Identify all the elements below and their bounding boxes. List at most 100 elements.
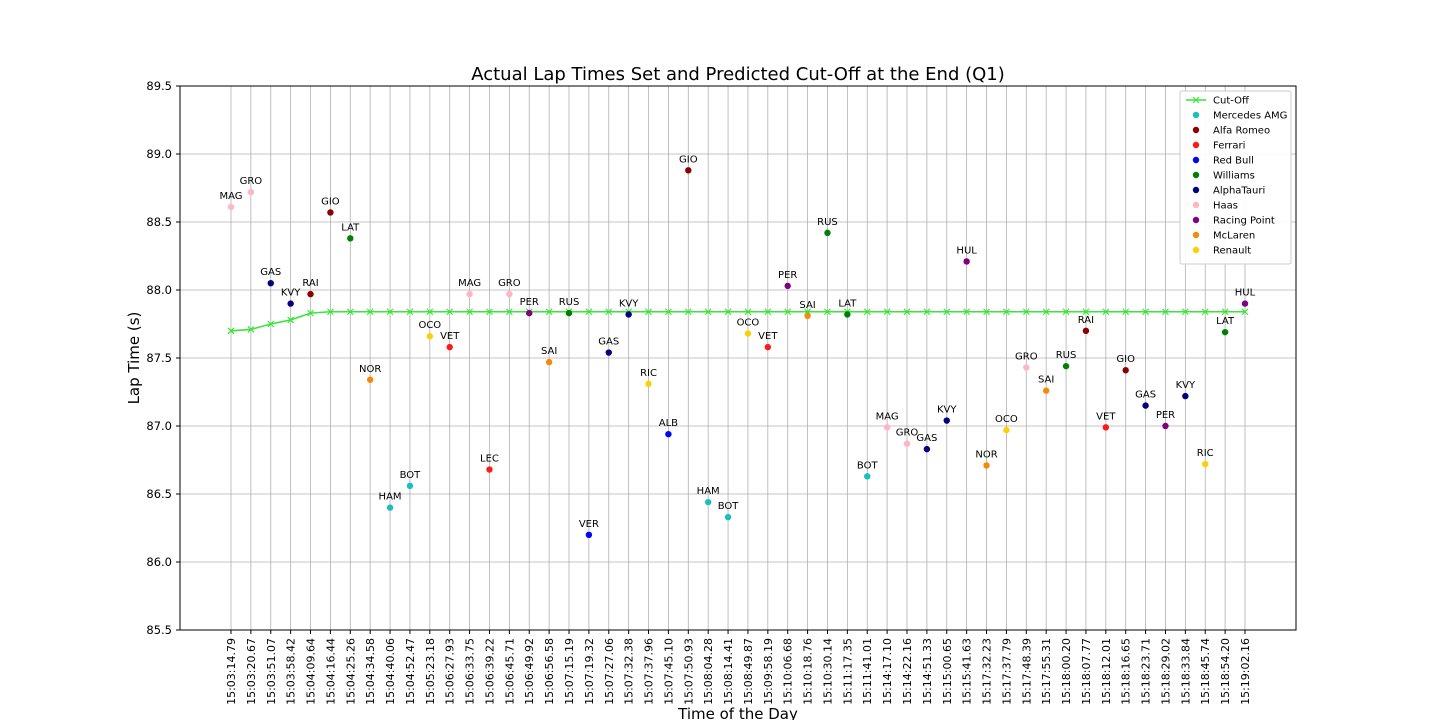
driver-label: VET [758,331,778,342]
driver-label: GIO [321,196,340,207]
lap-point [486,466,493,473]
x-tick-label: 15:07:27.06 [603,638,616,705]
cutoff-marker [446,308,454,316]
driver-label: BOT [400,470,422,481]
lap-point [267,280,274,287]
driver-label: GRO [896,428,919,439]
driver-label: KVY [937,405,957,416]
driver-label: PER [1156,410,1175,421]
cutoff-marker [1082,308,1090,316]
driver-label: OCO [995,414,1018,425]
x-tick-label: 15:04:34.58 [364,638,377,705]
lap-point [366,376,374,383]
x-tick-label: 15:10:06.68 [782,638,795,705]
legend-label: Ferrari [1213,141,1245,152]
legend-marker [1192,231,1200,239]
driver-label: ALB [659,418,678,429]
driver-label: LEC [480,454,499,465]
driver-label: GRO [498,278,521,289]
lap-point [645,380,652,388]
x-tick-label: 15:15:41.63 [961,638,974,705]
cutoff-marker [1221,308,1229,316]
driver-label: VET [1096,411,1116,422]
x-tick-label: 15:04:40.06 [384,638,397,705]
legend-marker [1192,126,1200,134]
y-tick-label: 88.5 [146,215,172,229]
driver-label: MAG [219,191,242,202]
y-tick-label: 85.5 [146,623,172,637]
x-tick-label: 15:06:56.58 [543,638,556,705]
lap-point [983,462,990,469]
lap-point [1003,426,1010,434]
y-tick-label: 89.0 [146,147,172,161]
x-axis-ticks: 15:03:14.79 15:03:20.67 15:03:51.07 15:03:5… [225,630,1252,705]
driver-label: GAS [598,337,619,348]
driver-label: SAI [541,346,557,357]
cutoff-marker [684,308,692,316]
legend-marker [1192,186,1200,194]
x-tick-label: 15:04:09.64 [305,638,318,705]
lap-point [665,430,672,438]
legend-item: Ferrari [1192,141,1245,152]
cutoff-marker [605,308,613,316]
cutoff-marker [585,308,593,316]
x-tick-label: 15:07:50.93 [682,638,695,705]
x-tick-label: 15:17:32.23 [981,638,994,705]
legend-item-cutoff: Cut-Off [1186,96,1250,107]
legend-label: McLaren [1213,231,1255,242]
cutoff-marker [664,308,672,316]
lap-point [526,309,533,317]
x-tick-label: 15:08:49.87 [742,638,755,705]
cutoff-marker [1181,308,1189,316]
driver-label: HUL [1235,288,1256,299]
cutoff-marker [784,308,792,316]
lap-point [446,343,453,351]
x-tick-label: 15:04:52.47 [404,638,417,705]
legend-item: Haas [1192,201,1238,212]
cutoff-marker [1042,308,1050,316]
y-tick-label: 87.5 [146,351,172,365]
driver-label: RUS [559,297,580,308]
cutoff-marker [227,327,235,335]
lap-point [227,203,235,211]
lap-point [307,290,314,298]
lap-point [1182,392,1189,400]
cutoff-marker [903,308,911,316]
legend-item: Mercedes AMG [1192,111,1287,122]
lap-point [506,290,513,298]
legend-label: Alfa Romeo [1213,126,1270,137]
cutoff-marker [1142,308,1150,316]
legend-label: Haas [1213,201,1238,212]
cutoff-marker [645,308,652,316]
driver-label: HAM [697,486,720,497]
lap-point [386,504,394,511]
chart-title: Actual Lap Times Set and Predicted Cut-O… [471,64,1005,85]
lap-point [903,440,911,447]
x-tick-label: 15:06:27.93 [444,638,457,705]
x-tick-label: 15:03:20.67 [245,638,258,705]
driver-label: OCO [737,318,760,329]
x-tick-label: 15:06:39.22 [483,638,496,705]
lap-point [685,167,692,174]
lap-point [1162,422,1169,430]
y-tick-label: 87.0 [146,419,172,433]
legend-marker [1192,216,1200,224]
driver-label: KVY [281,288,301,299]
cutoff-marker [545,308,553,316]
lap-point [347,235,354,242]
cutoff-marker [267,320,275,328]
cutoff-marker [505,308,513,316]
x-tick-label: 15:10:30.14 [821,638,834,705]
lap-point [804,312,811,320]
lap-point [883,424,891,431]
cutoff-marker [1241,308,1249,316]
cutoff-marker [466,308,474,316]
driver-label: KVY [1176,380,1196,391]
x-tick-label: 15:07:32.38 [623,638,636,705]
x-tick-label: 15:11:41.01 [861,638,874,705]
x-tick-label: 15:15:00.65 [941,638,954,705]
x-tick-label: 15:18:07.77 [1080,638,1093,705]
cutoff-marker [963,308,971,316]
lap-points: MAGGROGASKVYRAIGIOLATNORHAMBOTOCOVETMAGL… [219,154,1256,538]
driver-label: PER [778,270,797,281]
